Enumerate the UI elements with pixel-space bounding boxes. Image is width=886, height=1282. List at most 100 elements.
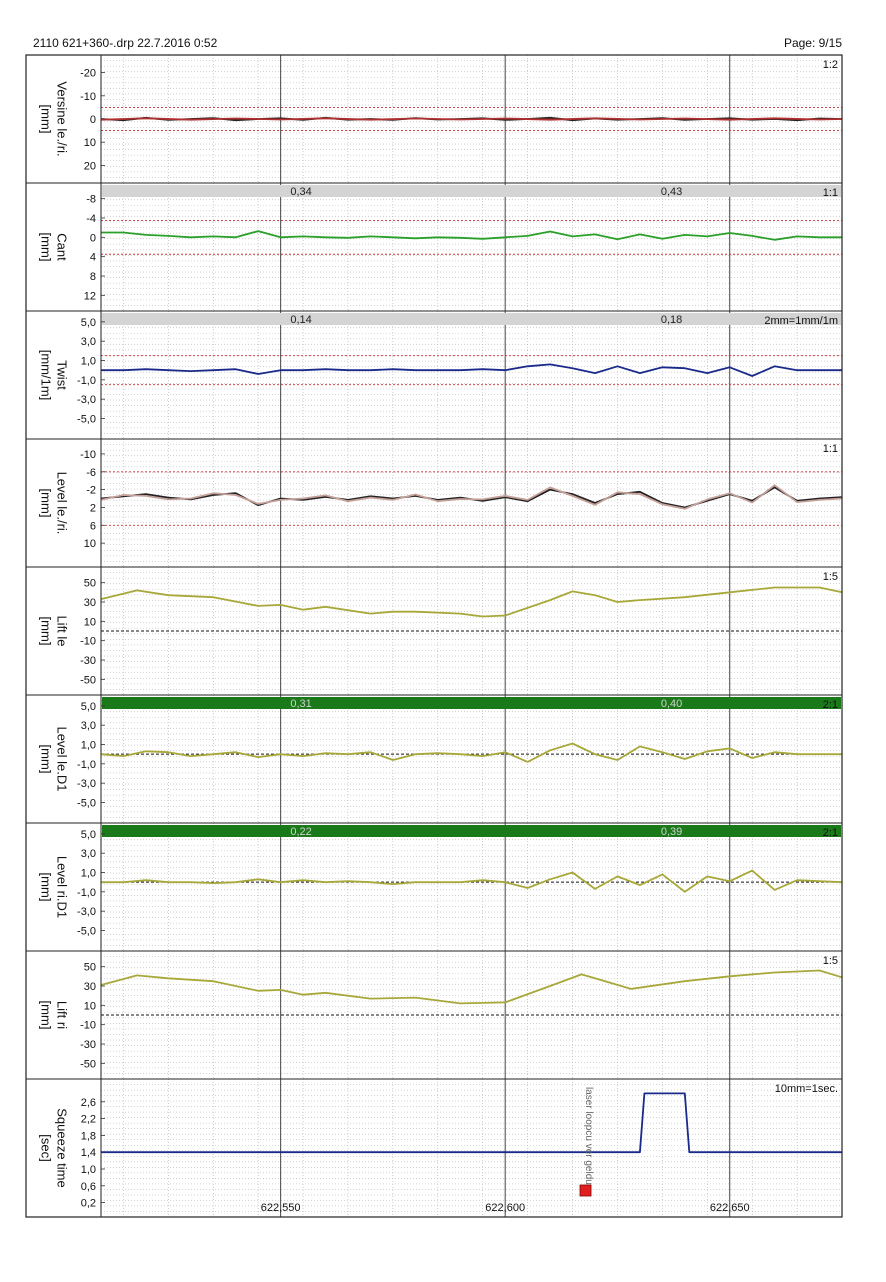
y-axis-label: Level le./ri. (55, 472, 70, 535)
series-line (101, 1092, 842, 1154)
series-line (100, 742, 842, 763)
y-tick-label: -3,0 (77, 906, 96, 918)
y-tick-label: -5,0 (77, 798, 96, 810)
y-tick-label: 2,2 (81, 1114, 96, 1126)
y-tick-label: 30 (84, 597, 96, 609)
scale-label: 1:5 (823, 571, 838, 583)
y-axis-unit: [mm] (39, 105, 54, 134)
scale-label: 1:1 (823, 187, 838, 199)
stat-bar (102, 313, 841, 325)
scale-label: 1:2 (823, 59, 838, 71)
stat-bar (102, 185, 841, 197)
y-axis-unit: [mm/1m] (39, 350, 54, 401)
y-tick-label: -5,0 (77, 926, 96, 938)
scale-label: 1:1 (823, 443, 838, 455)
y-tick-label: -10 (80, 449, 96, 461)
y-axis-unit: [mm] (39, 617, 54, 646)
page-number: Page: 9/15 (783, 36, 842, 50)
y-tick-label: 12 (84, 290, 96, 302)
y-tick-label: 5,0 (81, 701, 96, 713)
y-tick-label: -3,0 (77, 778, 96, 790)
y-tick-label: -8 (86, 194, 96, 206)
y-tick-label: 1,0 (81, 356, 96, 368)
event-annotation: laser loopcu ver gelduu (583, 1087, 594, 1190)
y-tick-label: -10 (80, 91, 96, 103)
x-tick-label: 622,650 (710, 1202, 750, 1214)
stat-bar-value: 0,39 (661, 826, 682, 838)
y-tick-label: 8 (90, 271, 96, 283)
y-tick-label: 1,0 (81, 740, 96, 752)
y-tick-label: -5,0 (77, 414, 96, 426)
x-tick-label: 622,600 (485, 1202, 525, 1214)
stat-bar (102, 697, 841, 709)
y-tick-label: -1,0 (77, 759, 96, 771)
y-axis-label: Lift ri (55, 1001, 70, 1029)
y-tick-label: -30 (80, 1039, 96, 1051)
y-tick-label: -50 (80, 674, 96, 686)
y-tick-label: 3,0 (81, 336, 96, 348)
y-axis-label: Cant (55, 233, 70, 261)
y-axis-label: Level le.D1 (55, 726, 70, 791)
y-tick-label: 3,0 (81, 720, 96, 732)
y-tick-label: 0,2 (81, 1198, 96, 1210)
y-tick-label: -10 (80, 1020, 96, 1032)
y-axis-unit: [mm] (39, 745, 54, 774)
scale-label: 1:5 (823, 955, 838, 967)
x-tick-label: 622,550 (261, 1202, 301, 1214)
stat-bar-value: 0,40 (661, 698, 682, 710)
y-tick-label: 10 (84, 538, 96, 550)
y-tick-label: -20 (80, 68, 96, 80)
y-tick-label: -1,0 (77, 887, 96, 899)
y-axis-unit: [mm] (39, 873, 54, 902)
y-tick-label: -30 (80, 655, 96, 667)
y-tick-label: 1,0 (81, 1164, 96, 1176)
y-tick-label: 0 (90, 232, 96, 244)
stat-bar-value: 0,34 (290, 186, 311, 198)
y-tick-label: 50 (84, 578, 96, 590)
y-axis-unit: [sec] (39, 1134, 54, 1161)
y-tick-label: 30 (84, 981, 96, 993)
y-tick-label: 50 (84, 962, 96, 974)
y-axis-label: Squeeze time (55, 1108, 70, 1188)
y-tick-label: 10 (84, 616, 96, 628)
event-marker (579, 1184, 592, 1197)
scale-label: 10mm=1sec. (775, 1083, 838, 1095)
y-axis-label: Level ri.D1 (55, 856, 70, 918)
y-tick-label: 2 (90, 502, 96, 514)
y-tick-label: 1,4 (81, 1147, 96, 1159)
chart-frame (25, 54, 843, 1218)
y-tick-label: -10 (80, 636, 96, 648)
y-tick-label: -4 (86, 213, 96, 225)
y-axis-unit: [mm] (39, 1001, 54, 1030)
y-axis-label: Lift le (55, 615, 70, 646)
y-tick-label: 4 (90, 252, 96, 264)
series-line (100, 117, 843, 121)
y-tick-label: -3,0 (77, 394, 96, 406)
y-tick-label: 0 (90, 114, 96, 126)
y-tick-label: 3,0 (81, 848, 96, 860)
stat-bar-value: 0,18 (661, 314, 682, 326)
scale-label: 2:1 (823, 699, 838, 711)
stat-bar-value: 0,22 (290, 826, 311, 838)
y-tick-label: 10 (84, 1000, 96, 1012)
y-tick-label: 5,0 (81, 317, 96, 329)
scale-label: 2mm=1mm/1m (764, 315, 838, 327)
series-line (100, 486, 843, 509)
y-tick-label: -2 (86, 485, 96, 497)
y-axis-unit: [mm] (39, 233, 54, 262)
stat-bar-value: 0,43 (661, 186, 682, 198)
y-tick-label: 0,6 (81, 1181, 96, 1193)
y-tick-label: 5,0 (81, 829, 96, 841)
y-tick-label: 2,6 (81, 1097, 96, 1109)
y-tick-label: 10 (84, 137, 96, 149)
y-tick-label: 1,0 (81, 868, 96, 880)
y-tick-label: 1,8 (81, 1130, 96, 1142)
scale-label: 2:1 (823, 827, 838, 839)
series-line (100, 969, 843, 1005)
y-axis-label: Twist (55, 360, 70, 390)
stat-bar-value: 0,14 (290, 314, 311, 326)
y-tick-label: 6 (90, 520, 96, 532)
series-line (100, 484, 843, 510)
series-line (101, 869, 843, 893)
stat-bar-value: 0,31 (290, 698, 311, 710)
